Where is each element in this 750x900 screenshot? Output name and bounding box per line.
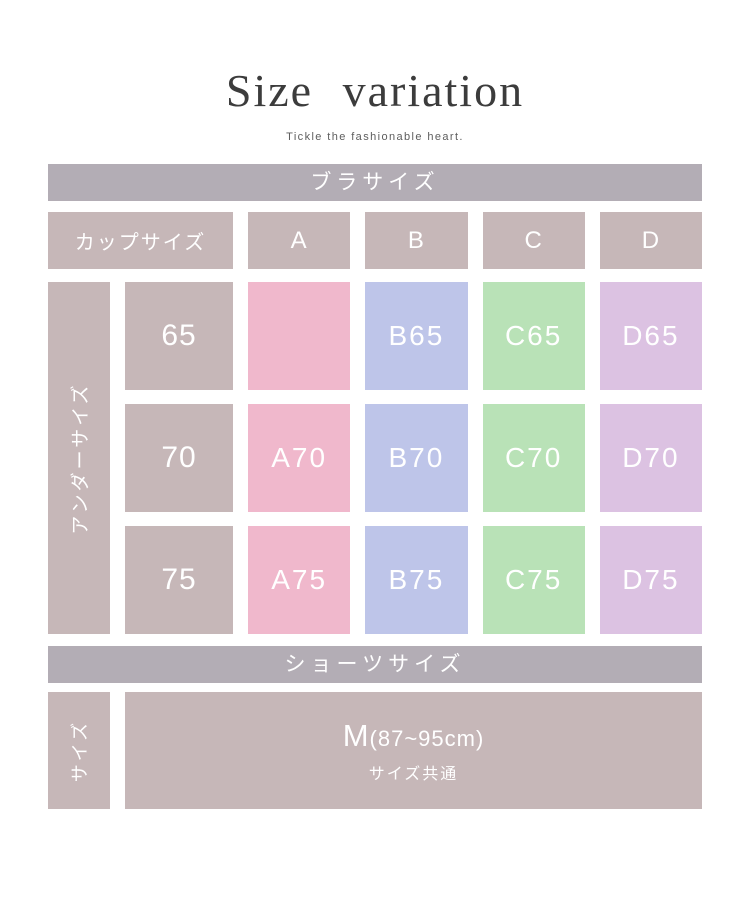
size-cell-d70: D70 (599, 404, 702, 512)
shorts-size-row-header-label: サイズ (70, 719, 90, 782)
table-row-under-65: 65 B65 C65 D65 (125, 282, 702, 390)
size-cell-d75: D75 (599, 526, 702, 634)
size-tables: ブラサイズ カップサイズ A B C D アンダーサイズ 65 B65 C65 … (48, 164, 702, 809)
size-cell-b75: B75 (365, 526, 468, 634)
shorts-size-range: (87~95cm) (369, 725, 485, 751)
table-row-under-70: 70 A70 B70 C70 D70 (125, 404, 702, 512)
shorts-size-letter: M (342, 717, 370, 753)
size-cell-a65-empty (248, 282, 351, 390)
cup-size-header-label: カップサイズ (48, 212, 233, 269)
shorts-size-note: サイズ共通 (368, 765, 459, 783)
size-cell-b70: B70 (365, 404, 468, 512)
cup-column-b: B (365, 212, 468, 269)
bra-rows: 65 B65 C65 D65 70 A70 B70 C70 D70 75 A75 (125, 282, 702, 634)
size-cell-c65: C65 (482, 282, 585, 390)
shorts-size-value-cell: M (87~95cm) サイズ共通 (125, 692, 702, 809)
shorts-size-value: M (87~95cm) (343, 718, 485, 754)
size-cell-c75: C75 (482, 526, 585, 634)
cup-column-d: D (599, 212, 702, 269)
shorts-size-table: サイズ M (87~95cm) サイズ共通 (48, 692, 702, 809)
cup-column-c: C (482, 212, 585, 269)
size-cell-d65: D65 (599, 282, 702, 390)
page-subtitle: Tickle the fashionable heart. (286, 131, 464, 143)
bra-size-section-header: ブラサイズ (48, 164, 702, 201)
page-title: Size variation (225, 65, 525, 116)
table-row-under-75: 75 A75 B75 C75 D75 (125, 526, 702, 634)
size-cell-a70: A70 (248, 404, 351, 512)
size-variation-page: Size variation Tickle the fashionable he… (48, 65, 702, 809)
size-cell-b65: B65 (365, 282, 468, 390)
cup-column-a: A (248, 212, 351, 269)
under-size-65: 65 (125, 282, 233, 390)
shorts-size-section-header: ショーツサイズ (48, 646, 702, 683)
under-size-row-header-label: アンダーサイズ (70, 381, 92, 535)
bra-size-table: アンダーサイズ 65 B65 C65 D65 70 A70 B70 C70 D7… (48, 282, 702, 634)
under-size-row-header: アンダーサイズ (48, 282, 110, 634)
cup-header-row: カップサイズ A B C D (48, 212, 702, 269)
under-size-75: 75 (125, 526, 233, 634)
size-cell-a75: A75 (248, 526, 351, 634)
under-size-70: 70 (125, 404, 233, 512)
size-cell-c70: C70 (482, 404, 585, 512)
shorts-size-row-header: サイズ (48, 692, 110, 809)
